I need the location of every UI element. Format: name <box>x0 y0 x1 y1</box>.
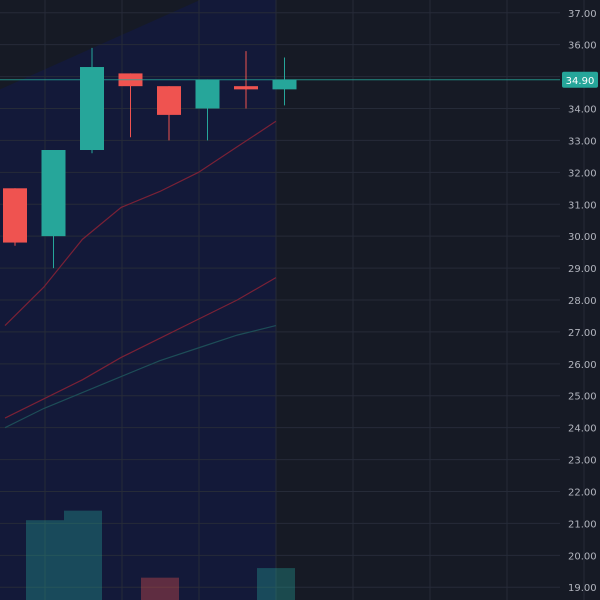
y-axis-tick-label: 37.00 <box>568 9 597 20</box>
y-axis-tick-label: 19.00 <box>568 583 597 594</box>
volume-bar <box>257 568 295 600</box>
y-axis-tick-label: 29.00 <box>568 264 597 275</box>
candle-body[interactable] <box>272 79 297 90</box>
candle[interactable] <box>195 79 220 141</box>
y-axis-tick-label: 30.00 <box>568 232 597 243</box>
candle-body[interactable] <box>41 150 66 237</box>
candle[interactable] <box>3 188 27 246</box>
candle[interactable] <box>272 57 297 106</box>
volume-bar <box>141 577 179 600</box>
candle-body[interactable] <box>157 86 181 115</box>
candle-body[interactable] <box>195 79 220 109</box>
y-axis-tick-label: 26.00 <box>568 360 597 371</box>
candle-body[interactable] <box>234 86 258 90</box>
y-axis-tick-label: 31.00 <box>568 200 597 211</box>
y-axis-tick-label: 33.00 <box>568 136 597 147</box>
candle-body[interactable] <box>3 188 27 243</box>
candle-body[interactable] <box>80 67 104 150</box>
y-axis-tick-label: 25.00 <box>568 392 597 403</box>
y-axis-tick-label: 34.00 <box>568 105 597 116</box>
candle[interactable] <box>41 150 66 269</box>
y-axis-tick-label: 36.00 <box>568 41 597 52</box>
moving-average-line <box>4 324 277 429</box>
candle[interactable] <box>80 47 104 154</box>
y-axis-tick-label: 21.00 <box>568 519 597 530</box>
y-axis-tick-label: 28.00 <box>568 296 597 307</box>
candle[interactable] <box>157 86 181 141</box>
moving-average-line <box>4 120 277 326</box>
volume-bar <box>26 520 64 600</box>
y-axis-tick-label: 22.00 <box>568 487 597 498</box>
y-axis-tick-label: 20.00 <box>568 551 597 562</box>
volume-bar <box>64 510 102 600</box>
last-price-label: 34.90 <box>566 76 595 87</box>
moving-average-line <box>4 277 277 419</box>
last-price-tag <box>562 71 598 88</box>
y-axis-tick-label: 32.00 <box>568 168 597 179</box>
y-axis-tick-label: 24.00 <box>568 424 597 435</box>
y-axis-tick-label: 27.00 <box>568 328 597 339</box>
y-axis-tick-label: 23.00 <box>568 456 597 467</box>
